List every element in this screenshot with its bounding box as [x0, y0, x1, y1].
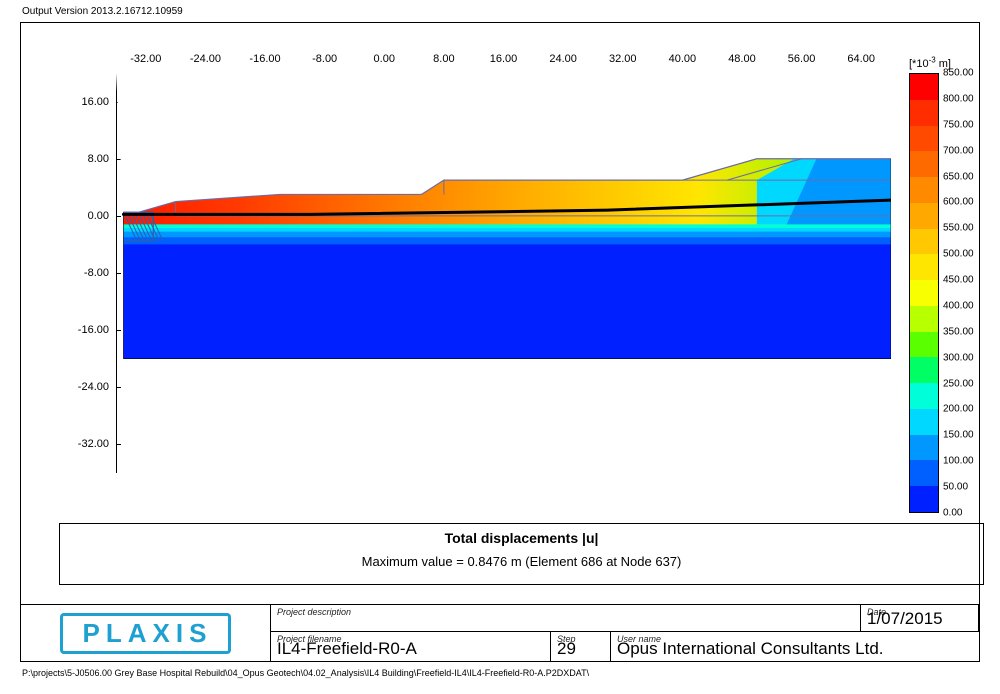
cell-date: Date 1/07/2015	[861, 605, 979, 631]
value-user-name: Opus International Consultants Ltd.	[617, 639, 884, 659]
plot-caption: Total displacements |u| Maximum value = …	[59, 523, 984, 585]
output-frame: -32.00-24.00-16.00-8.000.008.0016.0024.0…	[20, 22, 980, 662]
cell-step: Step 29	[551, 631, 611, 661]
footer-path: P:\projects\5-J0506.00 Grey Base Hospita…	[22, 668, 589, 678]
cell-project-description: Project description	[271, 605, 861, 631]
plaxis-logo: PLAXIS	[60, 613, 232, 654]
title-block: PLAXIS Project description Date 1/07/201…	[21, 604, 979, 661]
version-text: Output Version 2013.2.16712.10959	[22, 6, 183, 17]
caption-subtitle: Maximum value = 0.8476 m (Element 686 at…	[60, 554, 983, 569]
legend-color-bar	[909, 73, 939, 513]
value-date: 1/07/2015	[867, 609, 943, 629]
cell-user-name: User name Opus International Consultants…	[611, 631, 979, 661]
color-legend: [*10-3 m] 850.00800.00750.00700.00650.00…	[909, 73, 994, 523]
x-axis-labels: -32.00-24.00-16.00-8.000.008.0016.0024.0…	[116, 53, 891, 68]
contour-plot	[116, 73, 891, 473]
legend-value-labels: 850.00800.00750.00700.00650.00600.00550.…	[943, 73, 993, 513]
value-project-filename: IL4-Freefield-R0-A	[277, 639, 417, 659]
y-axis-labels: -32.00-24.00-16.00-8.000.008.0016.00	[69, 73, 109, 473]
cell-project-filename: Project filename IL4-Freefield-R0-A	[271, 631, 551, 661]
value-step: 29	[557, 639, 576, 659]
logo-cell: PLAXIS	[21, 605, 271, 661]
label-project-description: Project description	[277, 607, 854, 617]
caption-title: Total displacements |u|	[60, 530, 983, 546]
